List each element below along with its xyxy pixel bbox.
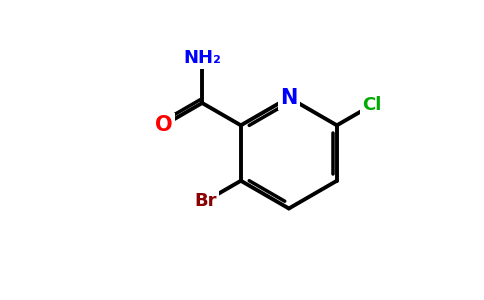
- Text: Br: Br: [195, 192, 217, 210]
- Text: NH₂: NH₂: [183, 49, 221, 67]
- Text: Cl: Cl: [362, 96, 381, 114]
- Text: O: O: [155, 115, 172, 135]
- Text: N: N: [280, 88, 298, 108]
